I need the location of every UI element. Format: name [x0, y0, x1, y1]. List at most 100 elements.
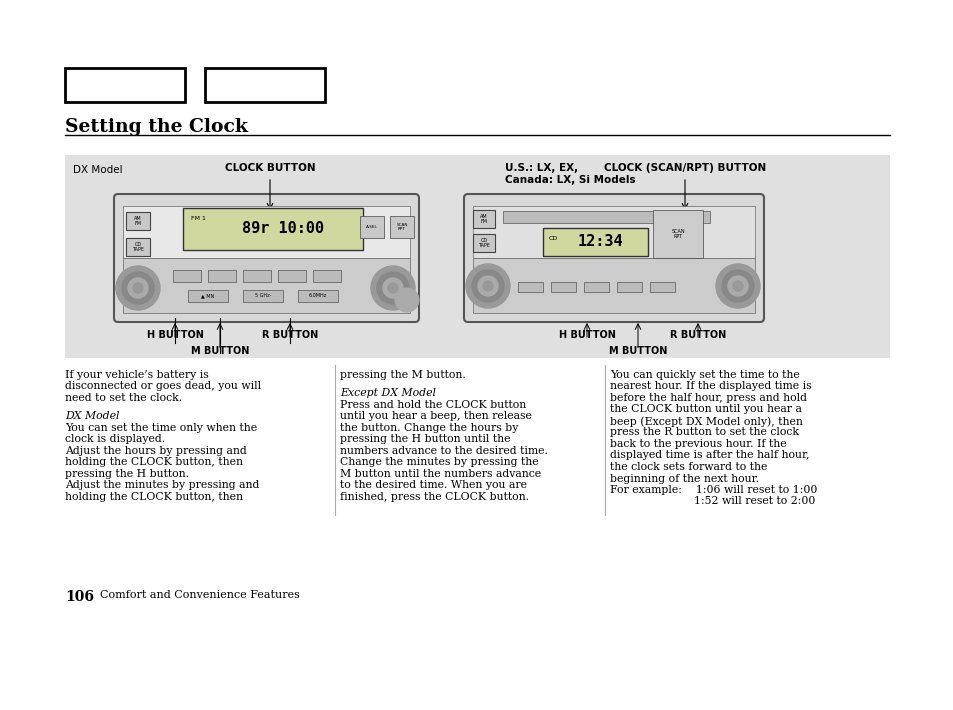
Text: pressing the H button.: pressing the H button. — [65, 469, 189, 479]
Bar — [205, 68, 325, 102]
Text: Adjust the minutes by pressing and: Adjust the minutes by pressing and — [65, 481, 259, 491]
Bar — [473, 258, 754, 313]
Bar — [208, 270, 235, 282]
Text: For example:    1:06 will reset to 1:00: For example: 1:06 will reset to 1:00 — [609, 485, 817, 495]
Bar — [243, 270, 271, 282]
Circle shape — [122, 272, 153, 304]
Bar — [277, 270, 306, 282]
Text: pressing the H button until the: pressing the H button until the — [339, 435, 510, 444]
Bar — [123, 206, 410, 258]
Text: 6.0MHz: 6.0MHz — [309, 293, 327, 298]
Circle shape — [382, 278, 402, 298]
Bar — [313, 270, 340, 282]
Circle shape — [465, 264, 510, 308]
Bar — [502, 211, 709, 223]
Text: need to set the clock.: need to set the clock. — [65, 393, 182, 403]
Text: CLOCK (SCAN/RPT) BUTTON: CLOCK (SCAN/RPT) BUTTON — [603, 163, 765, 173]
Bar — [583, 282, 608, 292]
Circle shape — [482, 281, 493, 291]
Text: Change the minutes by pressing the: Change the minutes by pressing the — [339, 457, 538, 467]
Text: A-SEL: A-SEL — [366, 225, 377, 229]
Text: beep (Except DX Model only), then: beep (Except DX Model only), then — [609, 416, 802, 427]
Text: 12:34: 12:34 — [578, 234, 622, 249]
Bar — [473, 210, 495, 228]
Text: disconnected or goes dead, you will: disconnected or goes dead, you will — [65, 381, 261, 391]
Circle shape — [727, 276, 747, 296]
Text: 89r 10:00: 89r 10:00 — [242, 222, 324, 236]
Bar — [123, 258, 410, 313]
Text: 1:52 will reset to 2:00: 1:52 will reset to 2:00 — [609, 496, 815, 506]
Text: CLOCK BUTTON: CLOCK BUTTON — [225, 163, 315, 173]
Bar — [617, 282, 641, 292]
Bar — [517, 282, 542, 292]
Text: AM
FM: AM FM — [479, 214, 487, 224]
Bar — [183, 208, 363, 250]
Bar — [649, 282, 675, 292]
Text: until you hear a beep, then release: until you hear a beep, then release — [339, 411, 532, 422]
Text: press the R button to set the clock: press the R button to set the clock — [609, 427, 799, 437]
Text: You can quickly set the time to the: You can quickly set the time to the — [609, 370, 799, 380]
Text: CD
TAPE: CD TAPE — [477, 238, 490, 248]
Bar — [65, 155, 889, 358]
Bar — [359, 216, 384, 238]
Bar — [473, 206, 754, 258]
Text: M button until the numbers advance: M button until the numbers advance — [339, 469, 540, 479]
Text: H BUTTON: H BUTTON — [558, 330, 615, 340]
Bar — [652, 210, 702, 258]
Text: Canada: LX, Si Models: Canada: LX, Si Models — [504, 175, 635, 185]
Bar — [297, 290, 337, 302]
Text: M BUTTON: M BUTTON — [191, 346, 249, 356]
Circle shape — [472, 270, 503, 302]
Bar — [126, 238, 150, 256]
Circle shape — [388, 283, 397, 293]
Text: DX Model: DX Model — [73, 165, 123, 175]
Text: M BUTTON: M BUTTON — [608, 346, 666, 356]
Bar — [473, 234, 495, 252]
Text: Press and hold the CLOCK button: Press and hold the CLOCK button — [339, 400, 526, 410]
Circle shape — [721, 270, 753, 302]
Circle shape — [132, 283, 143, 293]
Bar — [188, 290, 228, 302]
Text: beginning of the next hour.: beginning of the next hour. — [609, 474, 759, 484]
Text: the button. Change the hours by: the button. Change the hours by — [339, 423, 517, 433]
Circle shape — [732, 281, 742, 291]
Text: R BUTTON: R BUTTON — [669, 330, 725, 340]
Text: displayed time is after the half hour,: displayed time is after the half hour, — [609, 451, 809, 461]
Text: ▲ MN: ▲ MN — [201, 293, 214, 298]
Text: pressing the M button.: pressing the M button. — [339, 370, 465, 380]
Text: CD: CD — [548, 236, 558, 241]
Text: to the desired time. When you are: to the desired time. When you are — [339, 481, 526, 491]
Text: numbers advance to the desired time.: numbers advance to the desired time. — [339, 446, 547, 456]
Bar — [172, 270, 201, 282]
Circle shape — [116, 266, 160, 310]
Text: Comfort and Convenience Features: Comfort and Convenience Features — [100, 590, 299, 600]
Text: the CLOCK button until you hear a: the CLOCK button until you hear a — [609, 405, 801, 415]
Text: clock is displayed.: clock is displayed. — [65, 435, 165, 444]
Text: U.S.: LX, EX,: U.S.: LX, EX, — [504, 163, 578, 173]
FancyBboxPatch shape — [463, 194, 763, 322]
Text: Adjust the hours by pressing and: Adjust the hours by pressing and — [65, 446, 247, 456]
Bar — [551, 282, 576, 292]
Text: the clock sets forward to the: the clock sets forward to the — [609, 462, 766, 472]
Text: R BUTTON: R BUTTON — [262, 330, 317, 340]
Text: finished, press the CLOCK button.: finished, press the CLOCK button. — [339, 492, 529, 502]
Text: back to the previous hour. If the: back to the previous hour. If the — [609, 439, 786, 449]
Bar — [65, 68, 185, 102]
Text: FM 1: FM 1 — [191, 216, 206, 221]
Circle shape — [371, 266, 415, 310]
Text: AM
FM: AM FM — [134, 216, 142, 226]
Circle shape — [716, 264, 760, 308]
Text: CD
TAPE: CD TAPE — [132, 241, 144, 252]
Text: H BUTTON: H BUTTON — [147, 330, 203, 340]
Text: DX Model: DX Model — [65, 411, 119, 422]
Text: before the half hour, press and hold: before the half hour, press and hold — [609, 393, 806, 403]
Text: holding the CLOCK button, then: holding the CLOCK button, then — [65, 492, 243, 502]
Text: Except DX Model: Except DX Model — [339, 388, 436, 398]
Text: holding the CLOCK button, then: holding the CLOCK button, then — [65, 457, 243, 467]
Text: nearest hour. If the displayed time is: nearest hour. If the displayed time is — [609, 381, 811, 391]
Bar — [390, 216, 414, 238]
Text: Setting the Clock: Setting the Clock — [65, 118, 248, 136]
Text: 5 GHz-: 5 GHz- — [254, 293, 271, 298]
FancyBboxPatch shape — [113, 194, 418, 322]
Circle shape — [395, 288, 418, 312]
